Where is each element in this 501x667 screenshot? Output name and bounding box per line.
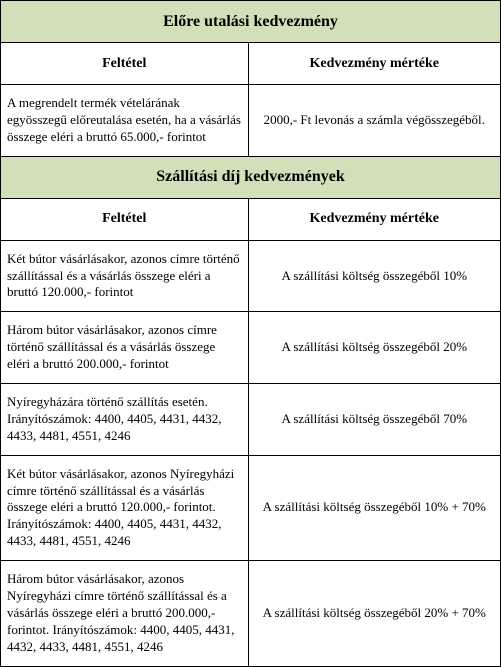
table-row: Három bútor vásárlásakor, azonos Nyíregy… [1, 561, 501, 666]
section-1-header-row: Feltétel Kedvezmény mértéke [1, 43, 501, 85]
table-row: Két bútor vásárlásakor, azonos címre tör… [1, 240, 501, 312]
condition-cell: Három bútor vásárlásakor, azonos Nyíregy… [1, 561, 249, 666]
section-2-title-row: Szállítási díj kedvezmények [1, 156, 501, 198]
section-1-title-row: Előre utalási kedvezmény [1, 1, 501, 43]
section-2-col-2-header: Kedvezmény mértéke [248, 198, 501, 240]
table-row: Három bútor vásárlásakor, azonos címre t… [1, 312, 501, 384]
table-row: Két bútor vásárlásakor, azonos Nyíregyhá… [1, 455, 501, 560]
section-2-header-row: Feltétel Kedvezmény mértéke [1, 198, 501, 240]
discount-cell: A szállítási költség összegéből 10% [248, 240, 501, 312]
discount-table: Előre utalási kedvezmény Feltétel Kedvez… [0, 0, 501, 667]
table-row: A megrendelt termék vételárának egyössze… [1, 85, 501, 157]
condition-cell: A megrendelt termék vételárának egyössze… [1, 85, 249, 157]
condition-cell: Két bútor vásárlásakor, azonos címre tör… [1, 240, 249, 312]
condition-cell: Nyíregyházára történő szállítás esetén. … [1, 384, 249, 456]
discount-cell: 2000,- Ft levonás a számla végösszegéből… [248, 85, 501, 157]
table-row: Nyíregyházára történő szállítás esetén. … [1, 384, 501, 456]
discount-cell: A szállítási költség összegéből 20% [248, 312, 501, 384]
discount-cell: A szállítási költség összegéből 20% + 70… [248, 561, 501, 666]
section-1-col-2-header: Kedvezmény mértéke [248, 43, 501, 85]
condition-cell: Két bútor vásárlásakor, azonos Nyíregyhá… [1, 455, 249, 560]
discount-tables: Előre utalási kedvezmény Feltétel Kedvez… [0, 0, 501, 667]
section-1-title: Előre utalási kedvezmény [1, 1, 501, 43]
discount-cell: A szállítási költség összegéből 10% + 70… [248, 455, 501, 560]
section-1-col-1-header: Feltétel [1, 43, 249, 85]
section-2-col-1-header: Feltétel [1, 198, 249, 240]
section-2-title: Szállítási díj kedvezmények [1, 156, 501, 198]
condition-cell: Három bútor vásárlásakor, azonos címre t… [1, 312, 249, 384]
discount-cell: A szállítási költség összegéből 70% [248, 384, 501, 456]
